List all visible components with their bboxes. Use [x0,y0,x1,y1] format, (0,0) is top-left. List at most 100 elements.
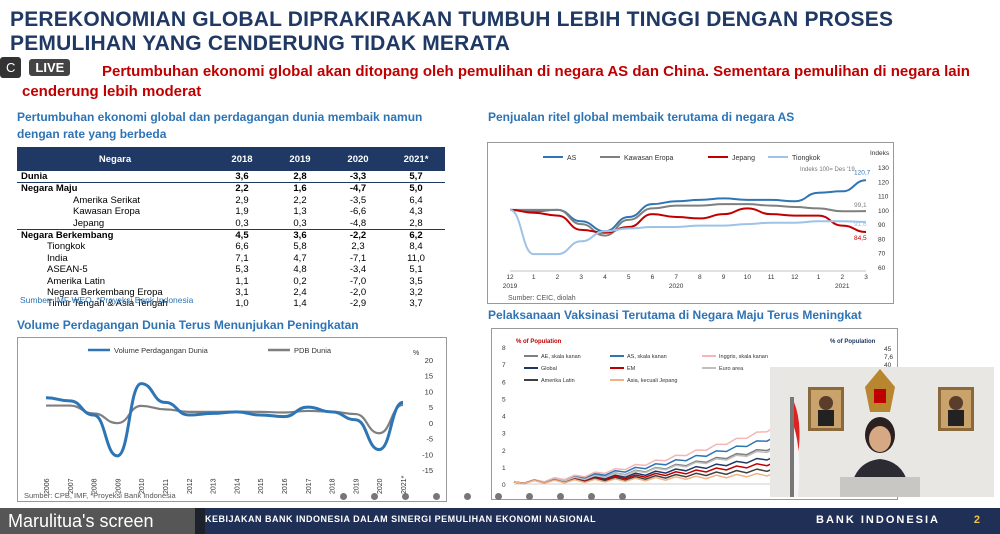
growth-value: 6,4 [409,194,423,206]
right-axis-value: 45 [884,346,892,353]
legend-label: Asia, kecuali Jepang [627,378,677,384]
captions-toggle[interactable]: C [0,56,22,78]
legend-label: AE, skala kanan [541,354,581,360]
legend-label: Amerika Latin [541,378,575,384]
dot[interactable] [495,493,502,500]
legend-label: Jepang [732,155,755,162]
growth-value: 1,6 [271,182,329,195]
y-tick-label: 5 [429,403,433,412]
country-name: Dunia [21,171,48,182]
retail-chart-frame: AS Kawasan Eropa Jepang Tiongkok Indeks Indek… [487,142,894,304]
legend-label: PDB Dunia [294,346,332,355]
country-name: Negara Berkembang Eropa [47,287,163,299]
table-header-cell: 2021* [387,147,445,171]
table-header-cell: Negara [17,147,213,171]
growth-value: -3,5 [349,194,367,206]
table-header-cell: 2020 [329,147,387,171]
x-tick-label: 2011 [163,479,170,494]
x-tick-label: 9 [722,274,726,281]
legend-label: AS [567,155,577,162]
garuda-emblem [865,369,895,412]
country-name: Amerika Latin [47,275,106,287]
dot[interactable] [588,493,595,500]
growth-value: 5,1 [409,264,423,276]
y-tick-label: 60 [878,265,886,272]
table-row: India 7,1 4,7 -7,1 11,0 [17,253,445,264]
x-tick-label: 5 [627,274,631,281]
legend-label: Global [541,366,557,372]
trade-volume-chart: Volume Perdagangan Dunia PDB Dunia %201510… [24,346,433,500]
growth-value: 5,8 [293,241,307,253]
growth-value: 3,2 [409,287,423,299]
growth-value: 4,5 [213,229,271,242]
growth-value: 7,1 [235,252,249,264]
legend-label: Euro area [719,366,744,372]
dot[interactable] [526,493,533,500]
growth-value: 2,9 [235,194,249,206]
slide-footer: KEBIJAKAN BANK INDONESIA DALAM SINERGI P… [195,508,1000,534]
growth-value: -2,2 [329,229,387,242]
growth-value: 2,8 [409,217,423,229]
growth-value: 5,0 [387,182,445,195]
y-tick-label: 10 [425,387,433,396]
series-line [513,446,778,485]
growth-value: 3,7 [409,298,423,310]
table-row: Negara Berkembang 4,5 3,6 -2,2 6,2 [17,229,445,242]
x-tick-label: 12 [506,274,514,281]
x-tick-label: 2020 [377,478,384,494]
retail-chart-title: Penjualan ritel global membaik terutama … [488,110,795,124]
y-axis-label-left: % of Population [516,339,562,345]
growth-value: 0,3 [293,217,307,229]
end-value-label: 99,1 [854,202,867,209]
growth-value: -3,3 [349,171,367,182]
country-name: Kawasan Eropa [73,206,141,218]
growth-value: -4,7 [329,182,387,195]
y-tick-label: 80 [878,236,886,243]
growth-value: -3,4 [349,264,367,276]
growth-value: 2,8 [293,171,307,182]
slide-subtitle: Pertumbuhan ekonomi global akan ditopang… [22,62,987,102]
dot[interactable] [371,493,378,500]
legend-label: Inggris, skala kanan [719,354,768,360]
country-name: Negara Maju [17,182,213,195]
y-tick-label: 70 [878,251,886,258]
end-value-label: 120,7 [854,169,871,176]
dot[interactable] [619,493,626,500]
x-tick-label: 2015 [258,478,265,494]
x-group-label: 2021 [835,283,850,290]
y-tick-label: 7 [502,362,506,369]
x-tick-label: 2014 [234,478,241,494]
y-tick-label: -5 [426,435,433,444]
vaccine-chart-title: Pelaksanaan Vaksinasi Terutama di Negara… [488,308,862,322]
y-tick-label: 4 [502,414,506,421]
growth-value: 0,2 [293,275,307,287]
x-tick-label: 2008 [92,478,99,494]
table-row: Kawasan Eropa 1,9 1,3 -6,6 4,3 [17,206,445,217]
y-tick-label: 20 [425,356,433,365]
country-name: Amerika Serikat [73,194,141,206]
growth-value: 3,6 [235,171,249,182]
x-tick-label: 2006 [44,478,51,494]
x-tick-label: 6 [651,274,655,281]
legend-label: Volume Perdagangan Dunia [114,346,209,355]
footer-brand: BANK INDONESIA [816,514,940,526]
legend-label: EM [627,366,636,372]
series-line-trade [45,382,404,458]
end-value-label: 91,6 [854,221,867,228]
x-tick-label: 2012 [187,478,194,494]
dot[interactable] [464,493,471,500]
presenter-video[interactable] [770,367,994,497]
y-axis-label: Indeks [870,150,890,157]
dot[interactable] [557,493,564,500]
y-tick-label: -10 [422,450,433,459]
vaccination-chart: % of Population % of Population 8 7 6 5 4 3 2 1 0 A… [502,339,893,489]
growth-value: -2,0 [349,287,367,299]
legend-label: Tiongkok [792,155,821,162]
dot[interactable] [433,493,440,500]
dot[interactable] [402,493,409,500]
growth-value: -2,9 [349,298,367,310]
dot[interactable] [340,493,347,500]
series-line [513,424,778,484]
growth-value: 3,1 [235,287,249,299]
